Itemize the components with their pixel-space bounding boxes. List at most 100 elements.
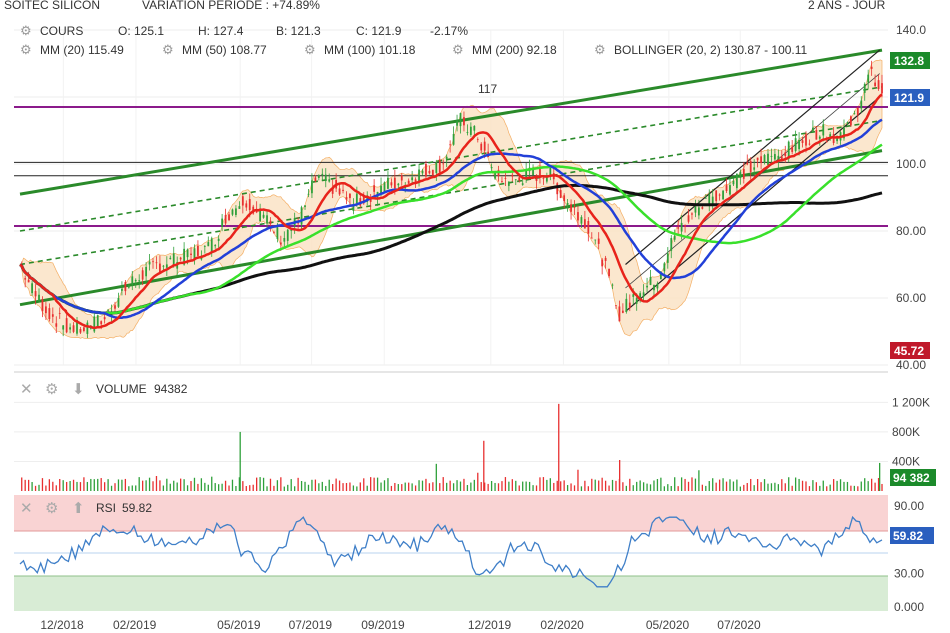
x-axis: 12/2018 02/2019 05/2019 07/2019 09/2019 12/20…: [40, 618, 761, 632]
candle-body: [545, 176, 548, 182]
rsi-settings-button[interactable]: ⚙: [45, 500, 58, 517]
channel-upper-line: [19, 48, 883, 196]
candle-body: [853, 113, 856, 115]
close-value: C: 121.9: [356, 24, 402, 38]
mm200-settings-button[interactable]: ⚙: [452, 42, 464, 57]
bollinger-settings-button[interactable]: ⚙: [594, 42, 606, 57]
candle-body: [124, 282, 127, 292]
candle-body: [431, 169, 434, 176]
candle-body: [152, 261, 154, 263]
candle-body: [45, 306, 47, 314]
volume-close-button[interactable]: ✕: [20, 381, 33, 398]
candle-body: [134, 279, 137, 282]
candle-body: [69, 327, 71, 330]
gear-icon: ⚙: [594, 42, 606, 57]
badge-volume: 94 382: [890, 469, 936, 486]
volume-settings-button[interactable]: ⚙: [45, 381, 58, 398]
candle-body: [559, 190, 562, 199]
candle-body: [618, 306, 621, 322]
candle-body: [262, 214, 265, 218]
rsi-oversold-zone: [14, 576, 888, 611]
candle-body: [72, 325, 75, 332]
variation-period: VARIATION PERIODE : +74.89%: [142, 0, 320, 12]
candle-body: [615, 305, 617, 307]
cours-settings-button[interactable]: ⚙: [20, 23, 32, 38]
candle-body: [214, 245, 217, 247]
rsi-value: 59.82: [122, 501, 152, 515]
candle-body: [300, 207, 303, 225]
rsi-close-button[interactable]: ✕: [20, 500, 33, 517]
candle-body: [463, 117, 465, 126]
channel-mid-upper-line: [19, 86, 883, 232]
bollinger-legend: BOLLINGER (20, 2) 130.87 - 100.11: [614, 43, 808, 57]
price-tick-label: 100.0: [896, 157, 926, 171]
candle-body: [777, 155, 780, 163]
candle-body: [635, 297, 638, 304]
candle-body: [583, 219, 586, 229]
candle-body: [269, 220, 272, 224]
candle-body: [328, 179, 331, 182]
mm100-settings-button[interactable]: ⚙: [304, 42, 316, 57]
candle-body: [604, 257, 607, 261]
candle-body: [590, 237, 593, 239]
candle-body: [117, 298, 120, 307]
candle-body: [784, 152, 787, 157]
candle-body: [380, 185, 382, 195]
badge-low: 45.72: [890, 342, 930, 359]
candle-body: [393, 177, 396, 189]
mm20-settings-button[interactable]: ⚙: [20, 42, 32, 57]
mm50-settings-button[interactable]: ⚙: [162, 42, 174, 57]
candle-body: [666, 253, 669, 263]
x-tick-label: 12/2019: [468, 618, 512, 632]
cours-label: COURS: [40, 24, 83, 38]
candle-body: [210, 238, 213, 252]
volume-move-down-button[interactable]: ⬇: [72, 381, 85, 398]
gear-icon: ⚙: [162, 42, 174, 57]
candle-body: [718, 194, 721, 196]
candle-body: [518, 177, 521, 181]
x-tick-label: 05/2019: [217, 618, 261, 632]
candle-body: [805, 134, 807, 146]
candle-body: [483, 141, 486, 151]
candle-body: [490, 167, 493, 169]
candle-body: [850, 116, 852, 126]
candle-body: [760, 156, 762, 163]
candle-body: [870, 66, 873, 69]
channel-lower-line: [19, 149, 883, 307]
candle-body: [639, 293, 642, 298]
candle-body: [697, 207, 700, 216]
candle-body: [670, 238, 673, 251]
candle-body: [169, 257, 172, 260]
candle-body: [867, 74, 870, 83]
candle-body: [307, 193, 310, 195]
candle-body: [646, 285, 648, 288]
volume-tick-label: 800K: [892, 425, 920, 439]
candle-body: [231, 209, 234, 215]
candle-body: [525, 169, 528, 179]
candle-body: [314, 177, 317, 182]
candle-body: [207, 242, 210, 247]
candle-body: [746, 162, 749, 165]
candle-body: [51, 314, 54, 317]
candle-body: [863, 84, 866, 93]
candle-body: [221, 218, 224, 227]
candle-body: [549, 167, 552, 177]
candle-body: [131, 276, 134, 285]
rsi-move-up-button[interactable]: ⬆: [72, 500, 85, 517]
candle-body: [31, 283, 33, 294]
candle-body: [203, 246, 206, 247]
candle-body: [338, 188, 341, 195]
candle-body: [466, 132, 469, 133]
candle-body: [193, 248, 196, 261]
badge-top: 132.8: [890, 52, 930, 69]
rsi-tick-label: 30.00: [894, 566, 924, 580]
candlesticks: [20, 60, 883, 339]
candle-body: [445, 156, 448, 159]
volume-value: 94382: [154, 382, 188, 396]
candle-body: [767, 153, 769, 165]
level-117-label: 117: [478, 82, 497, 96]
candle-body: [542, 178, 545, 180]
candle-body: [421, 170, 424, 174]
candle-body: [373, 185, 376, 192]
